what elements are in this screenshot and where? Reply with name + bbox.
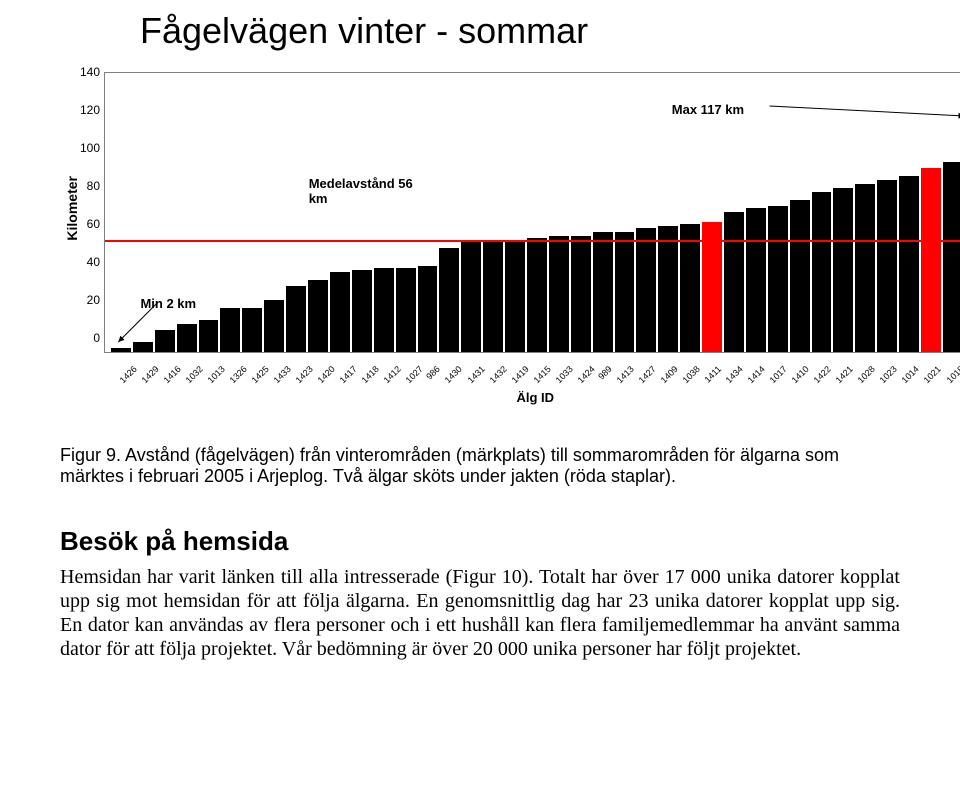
chart-title: Fågelvägen vinter - sommar [140,10,900,52]
y-tick: 140 [80,65,100,79]
bar [877,180,897,352]
chart-container: Kilometer 140120100806040200 Min 2 km Me… [60,72,900,405]
section-heading: Besök på hemsida [60,526,900,557]
bar [461,242,481,352]
bar-slot [199,72,219,352]
y-tick: 0 [93,331,100,345]
bar-slot [921,72,941,352]
bar [505,240,525,352]
y-tick: 60 [87,217,100,231]
bar-slot [943,72,960,352]
bar [593,232,613,352]
bar-slot [855,72,875,352]
annotation-min: Min 2 km [140,296,196,311]
annotation-mean: Medelavstånd 56 km [309,176,413,206]
bar [790,200,810,352]
bar [308,280,328,352]
bar-slot [746,72,766,352]
y-ticks: 140 120 100 80 60 40 20 0 [80,65,104,345]
bar [396,268,416,352]
bar-slot [571,72,591,352]
bar [724,212,744,352]
bar [702,222,722,352]
bar [155,330,175,352]
bar-slot [242,72,262,352]
bar-slot [790,72,810,352]
bar [658,226,678,352]
bar-slot [111,72,131,352]
bar [921,168,941,352]
bar-slot [615,72,635,352]
bar [286,286,306,352]
bar [549,236,569,352]
figure-caption: Figur 9. Avstånd (fågelvägen) från vinte… [60,445,900,486]
bar [352,270,372,352]
bar [855,184,875,352]
bar-slot [636,72,656,352]
bar [264,300,284,352]
bar-slot [396,72,416,352]
bar [943,162,960,352]
bar-slot [768,72,788,352]
bars-container [105,72,960,352]
caption-label: Figur 9. [60,445,121,465]
bar [812,192,832,352]
page: Fågelvägen vinter - sommar Kilometer 140… [0,10,960,701]
y-axis-label: Kilometer [60,176,80,241]
bar [220,308,240,352]
bar-slot [330,72,350,352]
bar [418,266,438,352]
bar [746,208,766,352]
bar [199,320,219,352]
bar-slot [352,72,372,352]
y-tick: 80 [87,179,100,193]
bar [680,224,700,352]
chart-body: 140120100806040200 Min 2 km Medelavstånd… [80,72,960,405]
bar-slot [899,72,919,352]
bar-slot [286,72,306,352]
bar-slot [812,72,832,352]
x-ticks: 1426142914161032101313261425143314231420… [110,352,960,384]
bar-slot [549,72,569,352]
bar [768,206,788,352]
caption-text: Avstånd (fågelvägen) från vinterområden … [60,445,839,486]
bar-slot [461,72,481,352]
bar [899,176,919,352]
bar [133,342,153,352]
bar [833,188,853,352]
plot-with-yticks: 140120100806040200 Min 2 km Medelavstånd… [80,72,960,352]
bar [242,308,262,352]
bar [111,348,131,352]
bar-slot [833,72,853,352]
bar [636,228,656,352]
bar-slot [593,72,613,352]
bar-slot [220,72,240,352]
bar-slot [374,72,394,352]
bar [439,248,459,352]
bar-slot [483,72,503,352]
section-body: Hemsidan har varit länken till alla intr… [60,565,900,661]
bar-slot [877,72,897,352]
bar [571,236,591,352]
bar-slot [439,72,459,352]
bar [615,232,635,352]
y-tick: 100 [80,141,100,155]
bar [330,272,350,352]
annotation-max: Max 117 km [672,102,744,117]
bar-slot [527,72,547,352]
bar [177,324,197,352]
y-tick: 40 [87,255,100,269]
bar-slot [264,72,284,352]
bar-slot [308,72,328,352]
y-tick: 20 [87,293,100,307]
bar [483,242,503,352]
bar-slot [505,72,525,352]
plot-area: Min 2 km Medelavstånd 56 km Max 117 km [104,72,960,353]
bar [527,238,547,352]
bar-slot [418,72,438,352]
y-tick: 120 [80,103,100,117]
bar [374,268,394,352]
